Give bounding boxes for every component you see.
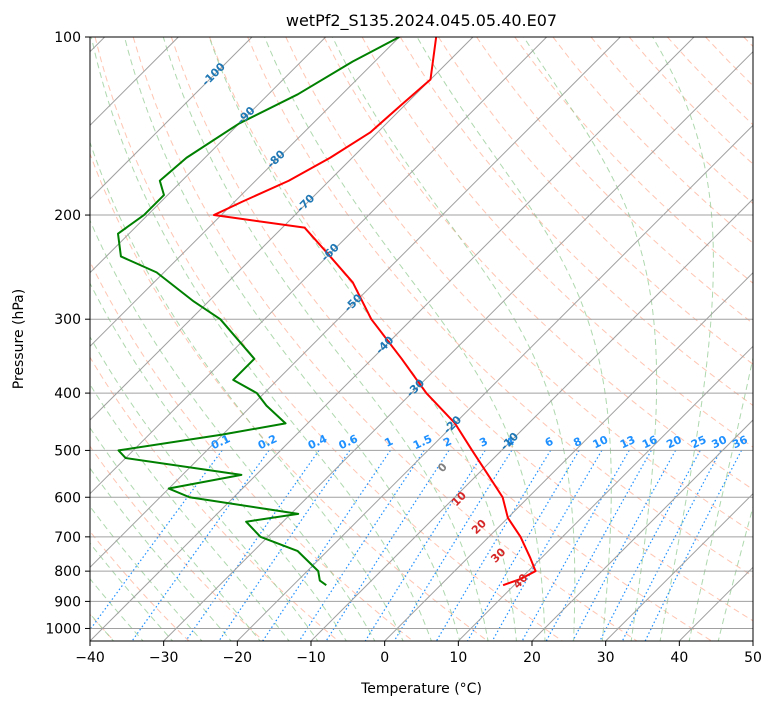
dry-adiabat — [90, 356, 339, 641]
x-axis: −40 −30 −20 −10 0 10 20 30 40 50 — [75, 641, 762, 666]
x-tick-label: 10 — [449, 650, 467, 666]
y-tick-label: 700 — [54, 530, 81, 546]
dry-adiabat — [476, 37, 753, 325]
skewed-isotherm — [90, 37, 400, 348]
x-tick-label: −20 — [223, 650, 253, 666]
mixing-ratio-label: 36 — [730, 433, 750, 451]
y-tick-label: 600 — [54, 490, 81, 506]
y-axis: 100 200 300 400 500 600 700 800 900 1000 — [45, 30, 90, 637]
x-tick-label: 0 — [380, 650, 389, 666]
y-tick-label: 200 — [54, 208, 81, 224]
mixing-ratio-label: 10 — [591, 433, 611, 451]
mixing-ratio-label: 25 — [689, 433, 708, 451]
skewed-isotherm — [90, 37, 253, 200]
moist-adiabat — [90, 219, 376, 641]
skewed-isotherm — [457, 345, 753, 641]
skewed-isotherms — [90, 37, 753, 641]
y-tick-label: 1000 — [45, 621, 81, 637]
x-tick-label: 40 — [670, 650, 688, 666]
dry-adiabat — [323, 37, 753, 491]
profiles — [116, 37, 537, 587]
x-tick-label: −10 — [296, 650, 326, 666]
mixing-ratio-label: 20 — [664, 433, 684, 451]
dry-adiabat — [90, 260, 414, 641]
dry-adiabat — [514, 37, 753, 284]
pressure-gridlines — [90, 37, 753, 629]
skewed-isotherm — [163, 50, 753, 641]
skewed-isotherm — [531, 419, 753, 641]
y-axis-label: Pressure (hPa) — [11, 289, 27, 389]
skewed-isotherm — [90, 37, 474, 421]
mixing-ratio-line — [262, 450, 391, 641]
skewed-isotherm — [90, 37, 621, 569]
y-tick-label: 500 — [54, 443, 81, 459]
mixing-ratio-line — [131, 450, 270, 641]
dewpoint-line — [116, 37, 400, 587]
dry-adiabat — [361, 37, 753, 448]
dry-adiabat — [285, 37, 753, 534]
skewed-isotherm — [236, 124, 753, 641]
plot-frame — [89, 36, 754, 642]
mixing-ratio-line — [572, 450, 677, 641]
mixing-ratio-line — [325, 450, 450, 641]
x-tick-label: −30 — [149, 650, 179, 666]
skewed-isotherm — [752, 640, 753, 641]
y-tick-label: 900 — [54, 594, 81, 610]
mixing-ratio-label: 16 — [640, 433, 660, 451]
skewed-isotherm — [90, 37, 327, 274]
x-tick-label: 50 — [744, 650, 762, 666]
x-tick-label: 20 — [523, 650, 541, 666]
y-tick-label: 300 — [54, 312, 81, 328]
mixing-ratio-line — [621, 450, 722, 641]
x-tick-label: −40 — [75, 650, 105, 666]
y-tick-label: 800 — [54, 564, 81, 580]
plot-area: 0.1 0.2 0.4 0.6 1 1.5 2 3 4 6 8 10 13 16 20 25 30 36-100-… — [90, 37, 753, 641]
temperature-line — [212, 37, 537, 587]
mixing-ratio-label: 13 — [618, 433, 637, 451]
y-tick-label: 400 — [54, 386, 81, 402]
y-tick-label: 100 — [54, 30, 81, 46]
chart-title: wetPf2_S135.2024.045.05.40.E07 — [286, 11, 557, 31]
x-axis-label: Temperature (°C) — [360, 681, 482, 697]
skewed-isotherm — [384, 271, 753, 641]
x-tick-label: 30 — [597, 650, 615, 666]
mixing-ratio-label: 30 — [710, 433, 730, 451]
dry-adiabat — [247, 37, 753, 577]
mixing-ratio-line — [298, 450, 425, 641]
skewed-isotherm — [605, 492, 753, 641]
plot-background — [90, 37, 753, 641]
skewed-isotherm — [90, 37, 548, 495]
skewed-isotherm — [90, 37, 695, 641]
skewed-isotherm — [310, 198, 753, 641]
